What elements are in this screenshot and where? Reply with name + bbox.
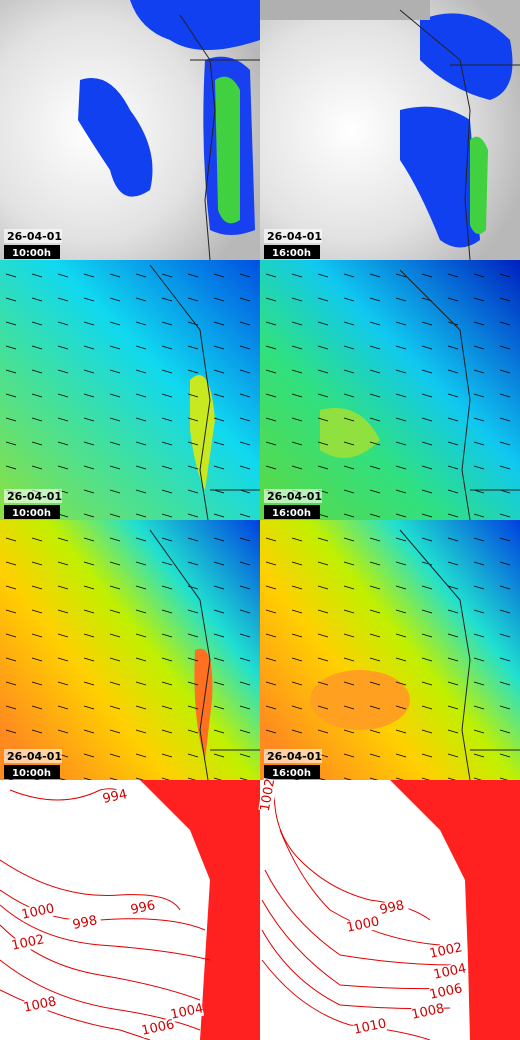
contour-label-bg xyxy=(97,786,133,808)
time-bg xyxy=(264,245,320,259)
time-bg xyxy=(264,765,320,779)
contour-label-bg xyxy=(169,1001,205,1023)
contour-label-bg xyxy=(428,981,464,1003)
date-label: 26-04-01 xyxy=(267,230,322,243)
contour-label-bg xyxy=(10,932,46,954)
contour-label: 1008 xyxy=(22,994,57,1016)
contour-label-bg xyxy=(352,1016,388,1038)
wind-16 xyxy=(260,260,520,521)
contour-label: 1010 xyxy=(352,1016,387,1038)
contour-label-bg xyxy=(345,914,381,936)
time-bg xyxy=(4,245,60,259)
contour-label: 1008 xyxy=(410,1001,445,1023)
contour-label-bg xyxy=(428,940,464,962)
time-label: 10:00h xyxy=(12,768,51,779)
date-bg xyxy=(4,229,62,243)
contour-label-bg xyxy=(20,901,56,923)
contour-label: 994 xyxy=(101,787,128,807)
contour-label: 1002 xyxy=(10,932,45,954)
contour-label-bg xyxy=(140,1017,176,1039)
contour-label-bg xyxy=(125,897,161,919)
date-bg xyxy=(264,489,322,503)
date-bg xyxy=(264,229,322,243)
precip-16 xyxy=(260,0,520,261)
date-bg xyxy=(4,749,62,763)
contour-label-bg xyxy=(258,778,278,812)
contour-label: 1002 xyxy=(428,940,463,962)
time-bg xyxy=(264,505,320,519)
contour-label: 1004 xyxy=(169,1001,204,1023)
contour-label-bg xyxy=(22,994,58,1016)
time-bg xyxy=(4,505,60,519)
contour-label: 1006 xyxy=(140,1017,175,1039)
contour-label: 1006 xyxy=(428,981,463,1003)
date-bg xyxy=(4,489,62,503)
date-label: 26-04-01 xyxy=(7,750,62,763)
time-label: 16:00h xyxy=(272,768,311,779)
contour-label: 1000 xyxy=(20,901,55,923)
date-bg xyxy=(264,749,322,763)
temp-16 xyxy=(260,520,520,781)
time-label: 16:00h xyxy=(272,508,311,519)
contour-label: 1002 xyxy=(258,777,279,812)
time-label: 10:00h xyxy=(12,248,51,259)
date-label: 26-04-01 xyxy=(7,230,62,243)
precip-10 xyxy=(0,0,260,261)
contour-label-bg xyxy=(374,897,410,919)
contour-label-bg xyxy=(432,961,468,983)
contour-label-bg xyxy=(67,912,103,934)
date-label: 26-04-01 xyxy=(7,490,62,503)
contour-label: 998 xyxy=(71,913,98,933)
time-bg xyxy=(4,765,60,779)
contour-label: 998 xyxy=(378,898,405,918)
date-label: 26-04-01 xyxy=(267,490,322,503)
date-label: 26-04-01 xyxy=(267,750,322,763)
contour-label: 996 xyxy=(129,898,156,918)
time-label: 10:00h xyxy=(12,508,51,519)
contour-label: 1004 xyxy=(432,961,467,983)
temp-10 xyxy=(0,520,260,781)
time-label: 16:00h xyxy=(272,248,311,259)
wind-10 xyxy=(0,260,260,521)
contour-label-bg xyxy=(410,1001,446,1023)
contour-label: 1000 xyxy=(345,914,380,936)
